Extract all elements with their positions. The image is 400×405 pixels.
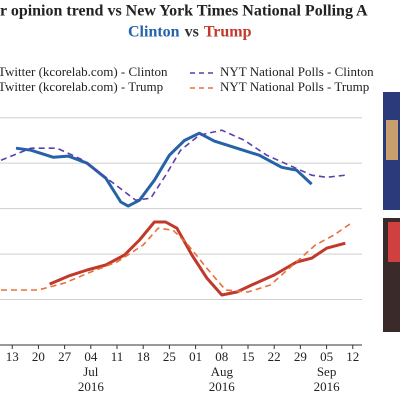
series-line <box>0 129 346 201</box>
x-month-label: Jul <box>83 364 99 379</box>
clinton-face <box>386 120 398 160</box>
x-tick-label: 05 <box>320 349 333 364</box>
x-tick-label: 08 <box>215 349 228 364</box>
subtitle-part: Trump <box>204 24 252 41</box>
series-line <box>1 221 354 293</box>
x-tick-label: 13 <box>6 349 19 364</box>
x-month-label: Sep <box>317 364 337 379</box>
x-tick-label: 11 <box>111 349 124 364</box>
x-tick-label: 20 <box>32 349 45 364</box>
x-tick-label: 22 <box>268 349 281 364</box>
subtitle-part: Clinton <box>128 24 180 41</box>
subtitle-part: vs <box>185 24 199 41</box>
x-tick-label: 29 <box>294 349 307 364</box>
legend-label: Twitter (kcorelab.com) - Trump <box>0 79 163 94</box>
x-month-label: Aug <box>211 364 234 379</box>
x-tick-label: 27 <box>58 349 72 364</box>
x-tick-label: 04 <box>84 349 98 364</box>
series-line <box>15 131 313 208</box>
legend-label: NYT National Polls - Trump <box>220 79 369 94</box>
x-year-label: 2016 <box>314 379 341 394</box>
legend-label: Twitter (kcorelab.com) - Clinton <box>0 64 168 79</box>
x-tick-label: 01 <box>189 349 202 364</box>
x-year-label: 2016 <box>78 379 105 394</box>
x-tick-label: 15 <box>241 349 254 364</box>
legend-label: NYT National Polls - Clinton <box>220 64 374 79</box>
x-tick-label: 25 <box>163 349 176 364</box>
x-tick-label: 18 <box>137 349 150 364</box>
x-tick-label: 12 <box>346 349 359 364</box>
trump-face <box>388 222 400 262</box>
chart-title: r opinion trend vs New York Times Nation… <box>0 3 368 20</box>
x-year-label: 2016 <box>209 379 236 394</box>
